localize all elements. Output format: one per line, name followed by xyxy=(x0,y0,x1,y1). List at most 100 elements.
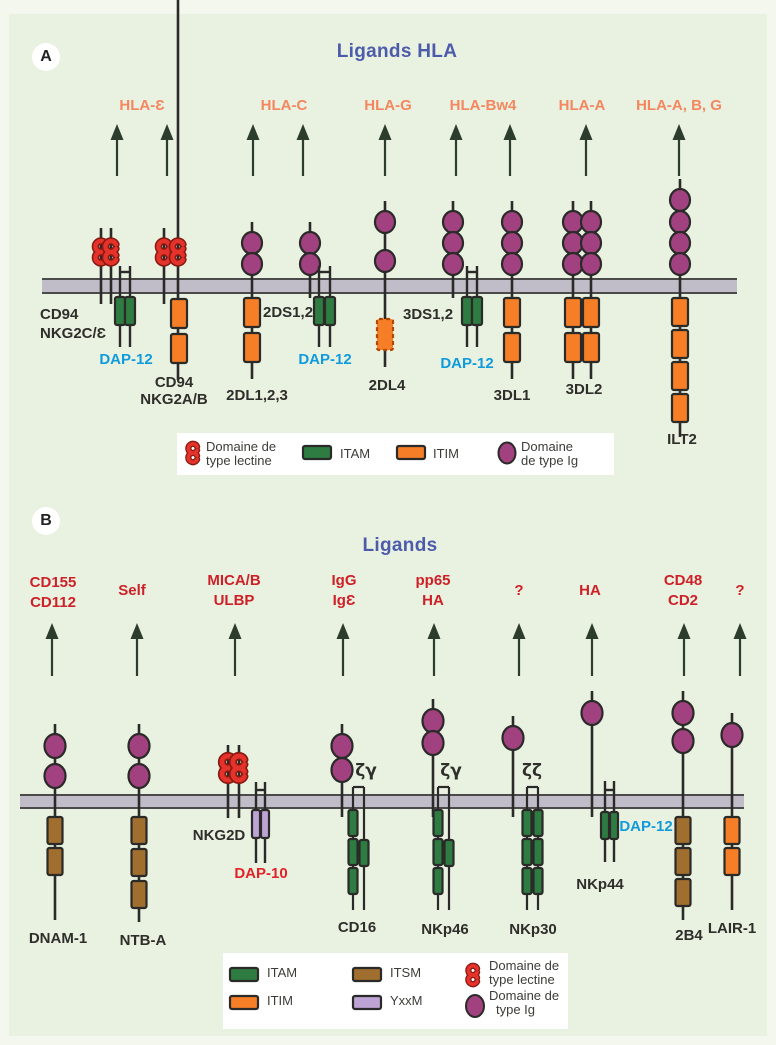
receptor-label-cd94-nkg2c-1: CD94 xyxy=(40,306,79,323)
legend-b-yxxm: YxxM xyxy=(390,993,423,1008)
receptor-kir3dl2-motif-box xyxy=(563,296,583,329)
panel-a-badge: A xyxy=(32,43,60,71)
ig-domain xyxy=(579,209,603,235)
ig-domain xyxy=(373,248,397,274)
ligand-arrow-head xyxy=(296,124,310,140)
panel-b-title: Ligands xyxy=(362,535,438,556)
legend-a-ig-icon xyxy=(497,441,517,465)
ig-domain xyxy=(668,251,692,277)
ig-domain xyxy=(441,230,465,256)
ligand-label-hla-abg: HLA-A, B, G xyxy=(636,97,722,114)
ligand-arrow-head xyxy=(378,124,392,140)
adapter-label-dap12-1: DAP-12 xyxy=(99,351,153,368)
ligand-arrow-head xyxy=(246,124,260,140)
legend-b-ig-line2: type Ig xyxy=(496,1002,536,1017)
legend-a-itim: ITIM xyxy=(433,446,459,461)
ig-domain xyxy=(668,230,692,256)
legend-a-box xyxy=(177,433,614,475)
chain-label-zeta-gamma-nkp46: ζγ xyxy=(440,761,462,781)
ig-domain xyxy=(671,727,695,755)
panel-a-title: Ligands HLA xyxy=(336,41,458,62)
ligand-label-cd2: CD2 xyxy=(667,592,699,609)
receptor-kir3dl2-motif-box xyxy=(563,331,583,364)
legend-a-ig-line1: Domaine xyxy=(521,439,574,454)
lectin-icon xyxy=(466,964,479,986)
ig-domain xyxy=(421,707,445,735)
ig-domain xyxy=(668,209,692,235)
receptor-dnam1-motif-box xyxy=(46,846,64,877)
ligand-label-ige: IgƐ xyxy=(332,592,356,609)
ligand-label-hla-g: HLA-G xyxy=(364,97,412,114)
legend-b-box xyxy=(223,953,568,1029)
receptor-label-cd94-nkg2a-2: NKG2A/B xyxy=(140,391,208,408)
panel-b-badge: B xyxy=(32,507,60,535)
adapter-label-dap10: DAP-10 xyxy=(234,865,288,882)
ig-domain xyxy=(501,724,525,752)
receptor-dnam1-motif-box xyxy=(46,815,64,846)
ligand-label-cd48: CD48 xyxy=(663,572,703,589)
receptor-nkp30-itam-box xyxy=(521,808,533,838)
ligand-arrow-head xyxy=(110,124,124,140)
receptor-cd16-itam-box xyxy=(347,808,359,838)
ig-domain xyxy=(127,762,151,790)
ligand-arrow-head xyxy=(130,623,144,639)
receptor-cd94_nkg2c-adapter-motif-box xyxy=(123,295,137,327)
ligand-arrow-head xyxy=(228,623,242,639)
receptor-label-ilt2: ILT2 xyxy=(667,431,697,448)
receptor-kir3dl1-motif-box xyxy=(502,296,522,329)
receptor-cd94_nkg2a-motif-box xyxy=(169,332,189,365)
adapter-label-dap12-2: DAP-12 xyxy=(298,351,352,368)
ig-domain xyxy=(330,756,354,784)
ligand-label-cd112: CD112 xyxy=(30,594,76,611)
ig-domain xyxy=(500,209,524,235)
legend-b-itsm: ITSM xyxy=(390,965,422,980)
receptor-cd94_nkg2a-motif-box xyxy=(169,297,189,330)
lectin-icon xyxy=(103,238,119,266)
receptor-label-lair1: LAIR-1 xyxy=(707,920,757,937)
adapter-label-dap12-3: DAP-12 xyxy=(440,355,494,372)
receptor-kir3dl2-motif-box xyxy=(581,296,601,329)
legend-a-itim-icon xyxy=(395,444,427,461)
receptor-nkp30-itam-box xyxy=(532,808,544,838)
ig-domain xyxy=(240,251,264,277)
receptor-nkg2d-adapter-motif-box xyxy=(250,808,262,840)
ig-domain xyxy=(298,251,322,277)
receptor-label-3dl1: 3DL1 xyxy=(493,387,531,404)
receptor-label-dnam1: DNAM-1 xyxy=(28,930,88,947)
receptor-label-2dl123: 2DL1,2,3 xyxy=(226,387,288,404)
receptor-label-cd94-nkg2a-1: CD94 xyxy=(154,374,194,391)
receptor-kir3dl1-motif-box xyxy=(502,331,522,364)
receptor-nkp46-itam-box xyxy=(443,838,455,868)
ligand-arrow-head xyxy=(160,124,174,140)
receptor-nkg2d-adapter-motif-box xyxy=(259,808,271,840)
ig-domain xyxy=(671,699,695,727)
ig-domain xyxy=(579,230,603,256)
receptor-label-3dl2: 3DL2 xyxy=(565,381,603,398)
legend-b-lectin-line1: Domaine de xyxy=(489,958,560,973)
ig-domain xyxy=(579,251,603,277)
chain-label-zeta-gamma-cd16: ζγ xyxy=(355,761,377,781)
ig-domain xyxy=(421,729,445,757)
receptor-kir3ds12-adapter-motif-box xyxy=(470,295,484,327)
ligand-label-igg: IgG xyxy=(331,572,357,589)
receptor-nkp30-itam-box xyxy=(521,866,533,896)
legend-a-ig-line2: de type Ig xyxy=(521,453,579,468)
ligand-label-self: Self xyxy=(118,582,146,599)
ligand-arrow-head xyxy=(677,623,691,639)
ligand-label-q1: ? xyxy=(514,582,524,599)
receptor-ilt2-motif-box xyxy=(670,296,690,328)
receptor-kir3ds12-adapter-motif-box xyxy=(460,295,474,327)
ligand-arrow-head xyxy=(336,623,350,639)
ligand-label-hla-bw4: HLA-Bw4 xyxy=(449,97,517,114)
legend-a-lectin-line2: type lectine xyxy=(206,453,272,468)
receptor-ilt2-motif-box xyxy=(670,360,690,392)
legend-b-itim: ITIM xyxy=(267,993,293,1008)
legend-b-ig-line1: Domaine de xyxy=(489,988,560,1003)
membrane-b xyxy=(20,795,744,808)
ligand-label-micab: MICA/B xyxy=(207,572,261,589)
receptor-label-2dl4: 2DL4 xyxy=(368,377,406,394)
receptor-b2b4-motif-box xyxy=(674,846,692,877)
receptor-kir2ds12-adapter-motif-box xyxy=(312,295,326,327)
